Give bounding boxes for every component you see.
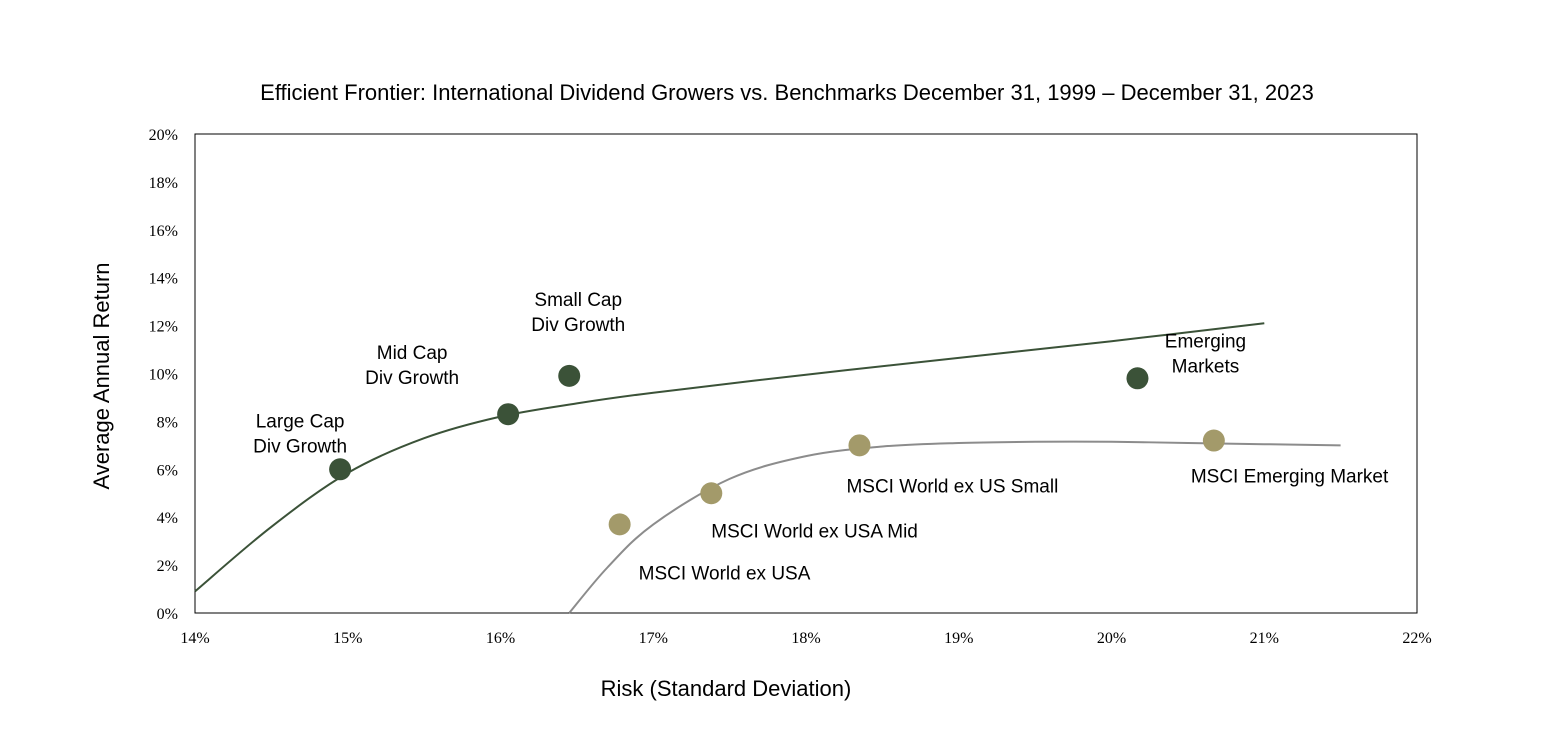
point-label: MSCI World ex USA	[639, 563, 811, 584]
dividend-grower-point	[1126, 367, 1149, 390]
y-tick-label: 4%	[157, 510, 178, 527]
x-tick-label: 21%	[1250, 630, 1279, 647]
benchmark-point	[700, 482, 723, 505]
y-tick-label: 8%	[157, 414, 178, 431]
dividend-growers-frontier-line	[194, 322, 1265, 593]
x-tick-label: 18%	[791, 630, 820, 647]
point-label: MSCI World ex USA Mid	[711, 521, 918, 542]
x-axis-ticks: 14% 15% 16% 17% 18% 19% 20% 21% 22%	[180, 630, 1431, 647]
benchmark-point	[848, 434, 871, 457]
frontier-curves	[194, 322, 1341, 614]
x-tick-label: 15%	[333, 630, 362, 647]
point-label: Large Cap Div Growth	[253, 411, 347, 457]
y-tick-label: 14%	[149, 271, 178, 288]
benchmark-point	[1202, 429, 1225, 452]
dividend-grower-point	[329, 458, 352, 481]
chart-title: Efficient Frontier: International Divide…	[260, 80, 1314, 105]
x-tick-label: 16%	[486, 630, 515, 647]
plot-area	[194, 133, 1418, 614]
y-tick-label: 18%	[149, 175, 178, 192]
x-tick-label: 20%	[1097, 630, 1126, 647]
y-tick-label: 10%	[149, 367, 178, 384]
x-axis-title: Risk (Standard Deviation)	[601, 676, 852, 701]
point-labels: Large Cap Div Growth Mid Cap Div Growth Smal…	[253, 290, 1389, 584]
point-label: MSCI World ex US Small	[846, 476, 1058, 497]
y-tick-label: 12%	[149, 319, 178, 336]
point-label: Emerging Markets	[1165, 331, 1246, 377]
y-tick-label: 6%	[157, 462, 178, 479]
x-tick-label: 17%	[639, 630, 668, 647]
dividend-grower-point	[558, 364, 581, 387]
point-label: Mid Cap Div Growth	[365, 343, 459, 389]
x-tick-label: 22%	[1402, 630, 1431, 647]
y-tick-label: 20%	[149, 127, 178, 144]
y-tick-label: 0%	[157, 606, 178, 623]
y-tick-label: 2%	[157, 558, 178, 575]
x-tick-label: 19%	[944, 630, 973, 647]
benchmark-point	[608, 513, 631, 536]
data-points	[329, 364, 1225, 536]
point-label: MSCI Emerging Market	[1191, 467, 1389, 488]
x-tick-label: 14%	[180, 630, 209, 647]
point-label: Small Cap Div Growth	[531, 290, 625, 336]
y-axis-ticks: 0% 2% 4% 6% 8% 10% 12% 14% 16% 18% 20%	[149, 127, 178, 623]
benchmarks-frontier-line	[568, 440, 1341, 614]
y-tick-label: 16%	[149, 223, 178, 240]
dividend-grower-point	[497, 403, 520, 426]
y-axis-title: Average Annual Return	[89, 262, 114, 489]
